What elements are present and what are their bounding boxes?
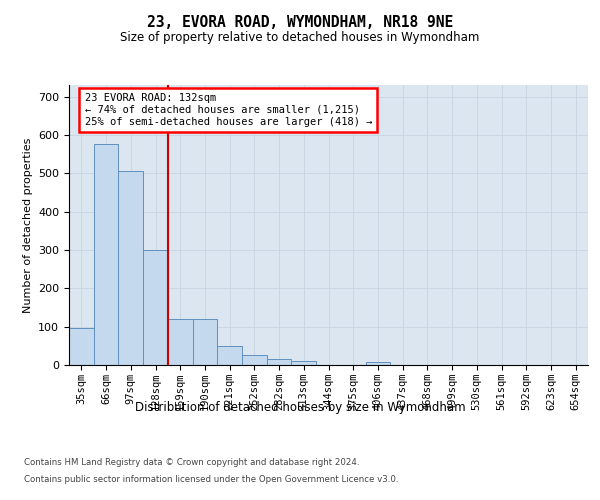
Text: Size of property relative to detached houses in Wymondham: Size of property relative to detached ho… [121, 31, 479, 44]
Bar [168, 319, 193, 365]
Bar [365, 362, 390, 365]
Bar [94, 144, 118, 365]
Y-axis label: Number of detached properties: Number of detached properties [23, 138, 32, 312]
Bar [69, 328, 94, 365]
Bar [118, 172, 143, 365]
Text: Distribution of detached houses by size in Wymondham: Distribution of detached houses by size … [134, 401, 466, 414]
Bar [242, 356, 267, 365]
Text: 23, EVORA ROAD, WYMONDHAM, NR18 9NE: 23, EVORA ROAD, WYMONDHAM, NR18 9NE [147, 15, 453, 30]
Text: Contains HM Land Registry data © Crown copyright and database right 2024.: Contains HM Land Registry data © Crown c… [24, 458, 359, 467]
Bar [267, 359, 292, 365]
Bar [217, 346, 242, 365]
Bar [292, 361, 316, 365]
Text: Contains public sector information licensed under the Open Government Licence v3: Contains public sector information licen… [24, 474, 398, 484]
Bar [193, 319, 217, 365]
Bar [143, 250, 168, 365]
Text: 23 EVORA ROAD: 132sqm
← 74% of detached houses are smaller (1,215)
25% of semi-d: 23 EVORA ROAD: 132sqm ← 74% of detached … [85, 94, 372, 126]
